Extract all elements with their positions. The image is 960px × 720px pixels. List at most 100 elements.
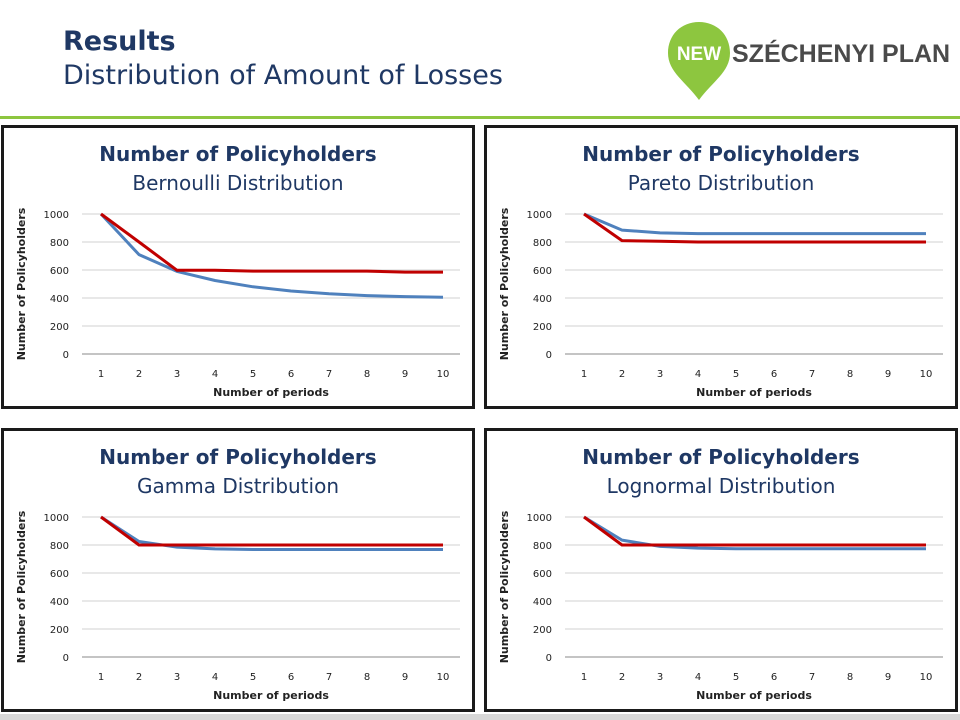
x-tick-label: 3 (174, 672, 180, 683)
x-tick-label: 8 (847, 672, 853, 683)
y-tick-label: 200 (533, 322, 552, 333)
chart-panel-gamma: Number of Policyholders Gamma Distributio… (1, 428, 475, 712)
series-line-2 (100, 515, 443, 547)
slide-subtitle: Distribution of Amount of Losses (63, 60, 503, 91)
y-tick-label: 0 (63, 653, 69, 664)
y-tick-label: 400 (533, 294, 552, 305)
x-tick-label: 8 (364, 672, 370, 683)
chart-lognormal: Number of Policyholders Lognormal Distrib… (498, 445, 943, 702)
chart-panel-bernoulli: Number of Policyholders Bernoulli Distrib… (1, 125, 475, 409)
y-tick-label: 600 (533, 569, 552, 580)
x-tick-label: 6 (771, 369, 777, 380)
series-line-1 (99, 212, 444, 299)
y-tick-label: 200 (533, 625, 552, 636)
x-tick-label: 9 (402, 672, 408, 683)
y-tick-label: 800 (533, 238, 552, 249)
x-tick-label: 10 (920, 672, 933, 683)
x-tick-label: 1 (581, 672, 587, 683)
x-tick-label: 10 (920, 369, 933, 380)
chart-title: Number of Policyholders (99, 142, 376, 166)
chart-pareto: Number of Policyholders Pareto Distributi… (498, 142, 943, 399)
x-tick-label: 4 (212, 369, 218, 380)
y-axis-label: Number of Policyholders (15, 207, 28, 360)
x-tick-label: 2 (136, 672, 142, 683)
chart-title: Number of Policyholders (582, 142, 859, 166)
y-tick-label: 1000 (527, 513, 552, 524)
x-tick-label: 6 (771, 672, 777, 683)
y-tick-label: 1000 (44, 210, 69, 221)
chart-subtitle: Bernoulli Distribution (132, 171, 343, 195)
y-tick-label: 600 (50, 266, 69, 277)
y-axis-label: Number of Policyholders (498, 207, 511, 360)
y-tick-label: 400 (50, 294, 69, 305)
x-tick-label: 5 (250, 672, 256, 683)
x-tick-label: 7 (809, 369, 815, 380)
y-tick-label: 400 (50, 597, 69, 608)
y-tick-label: 200 (50, 625, 69, 636)
x-tick-label: 8 (364, 369, 370, 380)
y-tick-label: 1000 (527, 210, 552, 221)
chart-bernoulli: Number of Policyholders Bernoulli Distrib… (15, 142, 460, 399)
x-tick-label: 4 (212, 672, 218, 683)
series-line-2 (583, 212, 926, 244)
x-tick-label: 10 (437, 672, 450, 683)
y-tick-label: 0 (546, 653, 552, 664)
series-line-2 (583, 515, 926, 547)
series-line-1 (583, 212, 926, 236)
x-tick-label: 3 (657, 672, 663, 683)
x-tick-label: 8 (847, 369, 853, 380)
x-tick-label: 1 (98, 369, 104, 380)
series-line-2 (100, 212, 443, 274)
header-divider (0, 116, 960, 119)
x-tick-label: 6 (288, 672, 294, 683)
chart-subtitle: Gamma Distribution (137, 474, 339, 498)
x-axis-label: Number of periods (213, 386, 329, 399)
y-tick-label: 0 (546, 350, 552, 361)
x-tick-label: 1 (98, 672, 104, 683)
y-tick-label: 600 (533, 266, 552, 277)
chart-title: Number of Policyholders (582, 445, 859, 469)
x-tick-label: 2 (619, 369, 625, 380)
chart-gamma: Number of Policyholders Gamma Distributio… (15, 445, 460, 702)
x-tick-label: 2 (619, 672, 625, 683)
y-axis-label: Number of Policyholders (498, 510, 511, 663)
x-tick-label: 4 (695, 672, 701, 683)
y-tick-label: 800 (533, 541, 552, 552)
logo-text: SZÉCHENYI PLAN (732, 40, 951, 68)
x-tick-label: 4 (695, 369, 701, 380)
x-tick-label: 1 (581, 369, 587, 380)
x-tick-label: 5 (733, 672, 739, 683)
y-axis-label: Number of Policyholders (15, 510, 28, 663)
y-tick-label: 800 (50, 541, 69, 552)
chart-subtitle: Pareto Distribution (628, 171, 815, 195)
x-tick-label: 5 (733, 369, 739, 380)
x-tick-label: 5 (250, 369, 256, 380)
x-tick-label: 3 (174, 369, 180, 380)
x-tick-label: 10 (437, 369, 450, 380)
slide-title: Results (63, 26, 176, 57)
location-pin-icon: NEW (668, 22, 730, 100)
series-line-1 (583, 515, 926, 551)
x-axis-label: Number of periods (696, 386, 812, 399)
x-tick-label: 7 (809, 672, 815, 683)
footer-bar (0, 714, 960, 720)
x-tick-label: 7 (326, 672, 332, 683)
x-tick-label: 9 (402, 369, 408, 380)
x-tick-label: 6 (288, 369, 294, 380)
y-tick-label: 800 (50, 238, 69, 249)
x-axis-label: Number of periods (696, 689, 812, 702)
y-tick-label: 1000 (44, 513, 69, 524)
x-tick-label: 9 (885, 369, 891, 380)
y-tick-label: 0 (63, 350, 69, 361)
chart-panel-lognormal: Number of Policyholders Lognormal Distrib… (484, 428, 958, 712)
y-tick-label: 200 (50, 322, 69, 333)
chart-panel-pareto: Number of Policyholders Pareto Distributi… (484, 125, 958, 409)
y-tick-label: 400 (533, 597, 552, 608)
szechenyi-plan-logo: NEW SZÉCHENYI PLAN (664, 20, 950, 102)
chart-title: Number of Policyholders (99, 445, 376, 469)
logo-badge-text: NEW (677, 44, 721, 65)
chart-subtitle: Lognormal Distribution (607, 474, 836, 498)
x-tick-label: 7 (326, 369, 332, 380)
slide-header: Results Distribution of Amount of Losses… (0, 0, 960, 119)
x-tick-label: 9 (885, 672, 891, 683)
